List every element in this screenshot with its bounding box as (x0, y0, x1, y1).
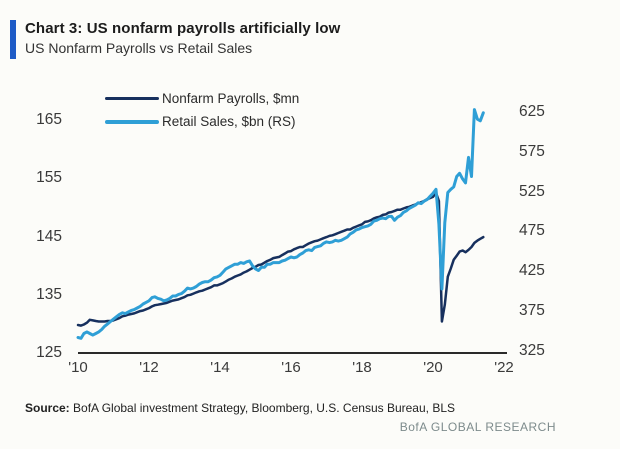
chart-subtitle: US Nonfarm Payrolls vs Retail Sales (25, 40, 253, 56)
left-axis-tick-label: 165 (36, 111, 62, 128)
legend-item-nonfarm-payrolls: Nonfarm Payrolls, $mn (105, 87, 299, 110)
retail-sales-legend-swatch (105, 119, 159, 124)
title-accent-bar (10, 20, 16, 59)
source-text: BofA Global investment Strategy, Bloombe… (69, 401, 455, 415)
right-axis-tick-label: 425 (519, 262, 545, 280)
x-axis-tick-label: '18 (352, 359, 372, 376)
right-axis-tick-label: 325 (519, 342, 545, 359)
legend-label: Nonfarm Payrolls, $mn (162, 91, 300, 106)
legend-label: Retail Sales, $bn (RS) (162, 114, 296, 129)
x-axis-tick-label: '16 (281, 359, 301, 376)
retail-sales-line (76, 108, 485, 340)
left-axis-tick-label: 155 (36, 169, 62, 187)
right-axis-tick-label: 625 (519, 102, 545, 120)
x-axis-tick-label: '12 (139, 359, 159, 376)
right-axis-tick-label: 525 (519, 182, 545, 200)
left-axis-tick-label: 125 (36, 344, 62, 361)
brand-mark: BofA GLOBAL RESEARCH (399, 420, 556, 434)
x-axis-tick-label: '22 (494, 359, 514, 376)
x-axis-tick-label: '14 (210, 359, 230, 376)
source-note: Source: BofA Global investment Strategy,… (25, 401, 585, 415)
left-axis-tick-label: 135 (36, 285, 62, 303)
source-label: Source: (25, 401, 70, 415)
right-axis-tick-label: 475 (519, 222, 545, 240)
chart-title: Chart 3: US nonfarm payrolls artificiall… (25, 20, 341, 37)
x-axis-tick-label: '20 (423, 359, 443, 376)
right-axis-tick-label: 375 (519, 302, 545, 320)
chart-legend: Nonfarm Payrolls, $mn Retail Sales, $bn … (105, 87, 299, 133)
x-axis-tick-label: '10 (68, 359, 88, 376)
right-axis-tick-label: 575 (519, 142, 545, 160)
nonfarm-payrolls-legend-swatch (105, 97, 159, 100)
left-axis-tick-label: 145 (36, 227, 62, 245)
legend-item-retail-sales: Retail Sales, $bn (RS) (105, 110, 299, 133)
